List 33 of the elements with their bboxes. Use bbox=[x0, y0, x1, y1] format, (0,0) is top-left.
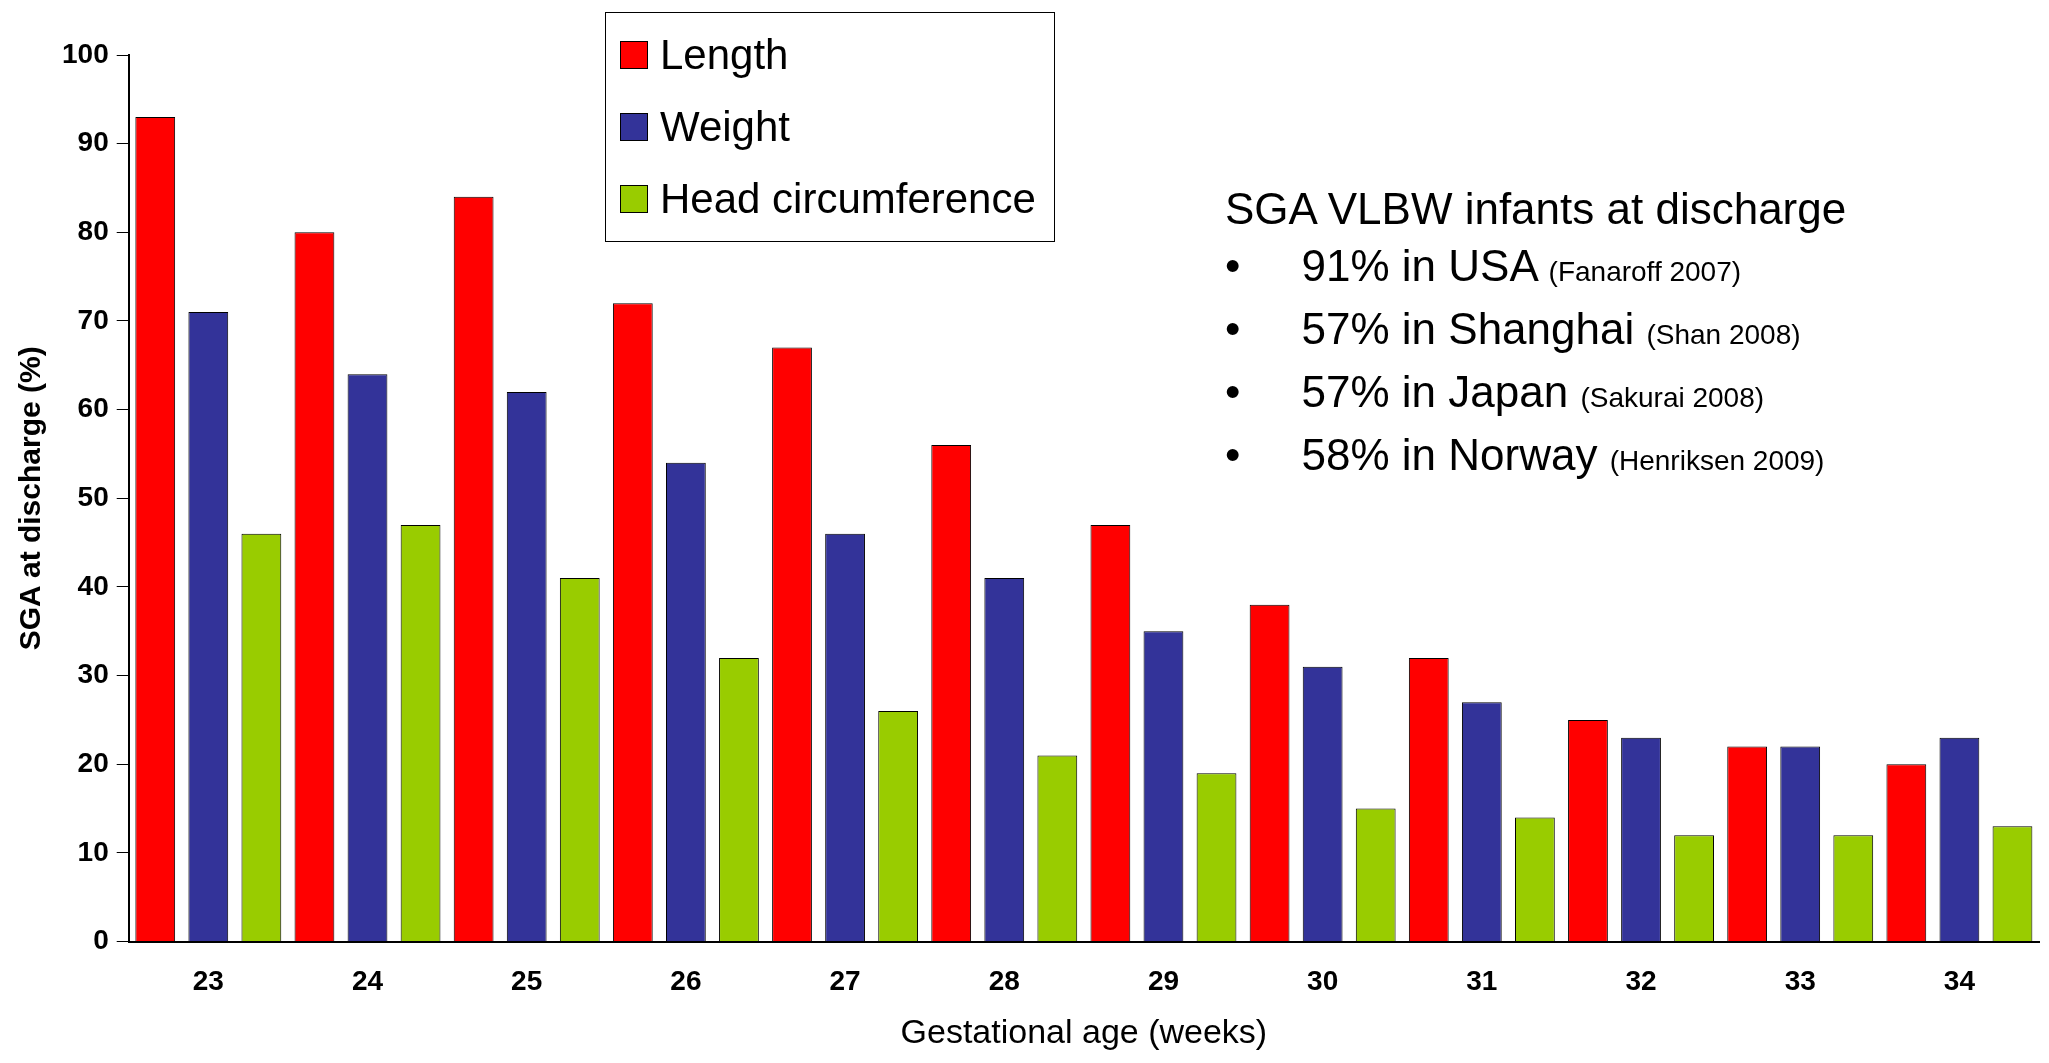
x-tick-label: 23 bbox=[192, 965, 224, 997]
legend-label: Head circumference bbox=[659, 174, 1036, 224]
x-tick-label: 25 bbox=[511, 965, 543, 997]
x-tick-label: 33 bbox=[1784, 965, 1816, 997]
x-tick-label: 34 bbox=[1943, 965, 1976, 997]
annotation: • 57% in Shanghai (Shan 2008) bbox=[1225, 303, 1802, 355]
x-tick-label: 27 bbox=[829, 965, 861, 997]
annotation: • 58% in Norway (Henriksen 2009) bbox=[1225, 429, 1826, 481]
y-tick-label: 20 bbox=[77, 747, 109, 778]
annotation: • 91% in USA (Fanaroff 2007) bbox=[1225, 240, 1743, 292]
annotation: SGA VLBW infants at discharge bbox=[1225, 183, 1847, 235]
y-tick-label: 100 bbox=[62, 37, 109, 69]
x-tick-label: 28 bbox=[988, 965, 1020, 997]
y-tick-label: 30 bbox=[77, 658, 109, 690]
x-tick-label: 26 bbox=[670, 965, 702, 997]
x-tick-label: 30 bbox=[1307, 965, 1339, 997]
x-tick-label: 24 bbox=[351, 965, 384, 997]
x-tick-label: 32 bbox=[1625, 965, 1657, 997]
annotation: • 57% in Japan (Sakurai 2008) bbox=[1225, 366, 1766, 418]
y-axis-title: SGA at discharge (%) bbox=[13, 346, 47, 651]
y-tick-label: 50 bbox=[77, 481, 109, 513]
y-tick-label: 70 bbox=[77, 303, 109, 335]
x-axis-title: Gestational age (weeks) bbox=[900, 1011, 1268, 1050]
y-tick-label: 0 bbox=[93, 924, 109, 956]
legend-label: Weight bbox=[659, 102, 791, 152]
legend-label: Length bbox=[659, 30, 790, 80]
x-tick-label: 29 bbox=[1147, 965, 1180, 997]
y-tick-label: 80 bbox=[77, 215, 109, 247]
y-tick-label: 90 bbox=[77, 126, 109, 158]
y-tick-label: 10 bbox=[77, 835, 109, 867]
y-tick-label: 60 bbox=[77, 392, 109, 424]
x-tick-label: 31 bbox=[1466, 965, 1498, 997]
y-tick-label: 40 bbox=[77, 569, 109, 601]
